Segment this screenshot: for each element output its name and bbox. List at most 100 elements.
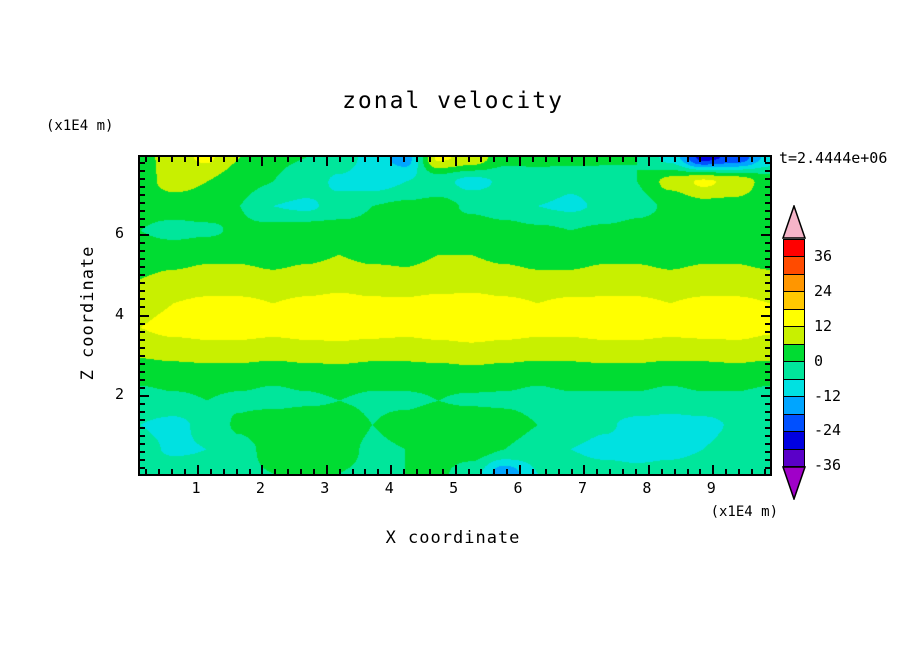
colorbar-segment <box>784 413 804 432</box>
x-minor-tick <box>609 157 612 162</box>
colorbar-bar <box>783 239 805 467</box>
z-minor-tick <box>140 242 145 245</box>
z-minor-tick <box>140 258 145 261</box>
x-minor-tick <box>351 157 354 162</box>
colorbar-under-arrow-icon <box>782 466 806 500</box>
x-minor-tick <box>596 157 599 162</box>
x-minor-tick <box>635 157 637 162</box>
x-minor-tick <box>415 469 418 474</box>
z-minor-tick <box>140 185 145 188</box>
x-minor-tick <box>531 157 534 162</box>
z-minor-tick <box>140 386 145 389</box>
z-minor-tick <box>140 403 145 405</box>
x-minor-tick <box>274 157 277 162</box>
x-minor-tick <box>686 469 689 474</box>
x-minor-tick <box>338 469 341 474</box>
z-axis-title: Z coordinate <box>78 245 98 381</box>
z-minor-tick <box>140 282 145 285</box>
x-minor-tick <box>300 469 303 474</box>
colorbar-over-arrow-icon <box>782 205 806 239</box>
x-minor-tick <box>209 469 212 474</box>
z-minor-tick <box>765 403 770 405</box>
z-minor-tick <box>765 161 770 164</box>
x-minor-tick <box>351 469 354 474</box>
z-tick-label: 6 <box>114 224 124 243</box>
x-minor-tick <box>364 469 367 474</box>
x-minor-tick <box>312 469 315 474</box>
x-tick-label: 3 <box>320 479 330 497</box>
z-minor-tick <box>140 250 145 253</box>
x-minor-tick <box>480 469 483 474</box>
x-tick-label: 7 <box>577 479 587 497</box>
z-minor-tick <box>765 370 770 373</box>
x-tick-label: 8 <box>642 479 652 497</box>
z-minor-tick <box>140 217 145 220</box>
x-minor-tick <box>428 469 431 474</box>
x-major-tick <box>196 157 199 166</box>
contour-field-canvas <box>140 157 770 474</box>
z-minor-tick <box>765 459 770 462</box>
x-minor-tick <box>312 157 315 162</box>
x-minor-tick <box>725 157 728 162</box>
x-minor-tick <box>622 469 625 474</box>
z-minor-tick <box>140 362 145 365</box>
x-minor-tick <box>158 157 161 162</box>
x-minor-tick <box>699 469 702 474</box>
x-minor-tick <box>184 157 187 162</box>
x-minor-tick <box>506 469 509 474</box>
x-minor-tick <box>673 469 676 474</box>
colorbar-label: -36 <box>814 456 842 474</box>
x-minor-tick <box>763 157 766 162</box>
x-minor-tick <box>725 469 728 474</box>
x-minor-tick <box>699 157 702 162</box>
z-major-tick <box>761 234 770 237</box>
z-minor-tick <box>765 451 770 454</box>
z-minor-tick <box>140 467 145 470</box>
x-minor-tick <box>686 157 689 162</box>
z-minor-tick <box>765 411 770 414</box>
x-major-tick <box>583 465 586 474</box>
z-minor-tick <box>765 322 770 325</box>
x-major-tick <box>390 465 393 474</box>
x-major-tick <box>454 465 457 474</box>
x-minor-tick <box>364 157 367 162</box>
x-minor-tick <box>738 157 741 162</box>
z-major-tick <box>761 314 770 317</box>
x-major-tick <box>454 157 457 166</box>
colorbar-segment <box>784 361 804 379</box>
z-minor-tick <box>765 169 770 172</box>
z-minor-tick <box>765 242 770 245</box>
z-minor-tick <box>140 443 145 446</box>
x-minor-tick <box>248 157 251 162</box>
z-minor-tick <box>140 322 145 325</box>
z-minor-tick <box>140 201 145 204</box>
z-minor-tick <box>140 266 145 269</box>
z-minor-tick <box>765 427 770 430</box>
x-tick-label: 9 <box>706 479 716 497</box>
z-minor-tick <box>765 354 770 357</box>
z-minor-tick <box>765 266 770 269</box>
z-minor-tick <box>140 378 145 381</box>
x-minor-tick <box>377 469 380 474</box>
z-minor-tick <box>140 459 145 462</box>
colorbar-label: 12 <box>814 316 833 335</box>
z-minor-tick <box>765 217 770 220</box>
x-minor-tick <box>274 469 277 474</box>
z-minor-tick <box>765 298 770 301</box>
z-minor-tick <box>765 201 770 204</box>
z-minor-tick <box>765 306 770 309</box>
x-minor-tick <box>531 469 534 474</box>
x-minor-tick <box>480 157 483 162</box>
x-minor-tick <box>428 157 431 162</box>
x-minor-tick <box>403 469 406 474</box>
x-minor-tick <box>171 469 174 474</box>
x-minor-tick <box>377 157 380 162</box>
x-minor-tick <box>557 157 560 162</box>
z-major-tick <box>140 314 149 317</box>
z-major-tick <box>140 234 149 237</box>
x-major-tick <box>519 157 522 166</box>
z-minor-tick <box>140 306 145 309</box>
x-minor-tick <box>287 157 290 162</box>
colorbar-segment <box>784 308 804 327</box>
x-minor-tick <box>145 469 148 474</box>
